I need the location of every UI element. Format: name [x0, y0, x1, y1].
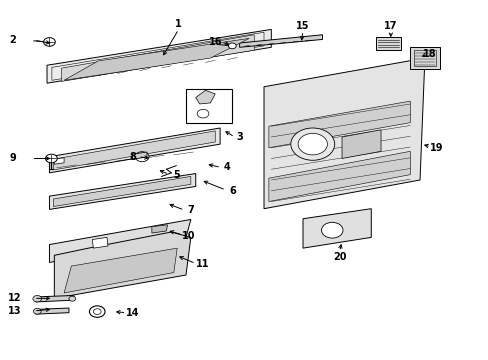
Polygon shape [47, 30, 271, 83]
Text: 14: 14 [125, 308, 139, 318]
Text: 5: 5 [172, 170, 179, 180]
Polygon shape [53, 131, 215, 170]
Circle shape [290, 128, 334, 160]
Circle shape [33, 296, 41, 302]
Polygon shape [341, 130, 380, 158]
Polygon shape [54, 232, 190, 298]
Text: 8: 8 [129, 152, 136, 162]
Polygon shape [64, 39, 249, 80]
Polygon shape [264, 58, 424, 209]
Polygon shape [268, 101, 409, 148]
Polygon shape [49, 220, 190, 262]
Text: 9: 9 [9, 153, 16, 163]
Circle shape [321, 222, 342, 238]
Polygon shape [375, 37, 400, 50]
Polygon shape [268, 151, 409, 202]
Text: 1: 1 [175, 19, 182, 29]
Polygon shape [49, 174, 195, 210]
Text: 6: 6 [228, 186, 235, 196]
Text: 15: 15 [296, 21, 309, 31]
Text: 10: 10 [182, 231, 195, 240]
Polygon shape [53, 176, 190, 207]
Polygon shape [54, 158, 64, 164]
Text: 18: 18 [422, 49, 436, 59]
Text: 20: 20 [332, 252, 346, 262]
Circle shape [197, 109, 208, 118]
Polygon shape [239, 35, 322, 47]
Circle shape [89, 306, 105, 318]
Text: 3: 3 [236, 132, 243, 142]
Bar [185, 89, 232, 123]
Text: 16: 16 [208, 37, 222, 47]
Text: 17: 17 [383, 21, 397, 31]
Circle shape [45, 154, 57, 163]
Circle shape [43, 38, 55, 46]
Text: 12: 12 [8, 293, 21, 303]
Circle shape [69, 296, 76, 301]
Polygon shape [49, 128, 220, 173]
Circle shape [298, 134, 327, 155]
Circle shape [93, 309, 101, 315]
Text: 11: 11 [196, 259, 209, 269]
Polygon shape [195, 90, 215, 104]
Text: 4: 4 [224, 162, 230, 172]
Text: 7: 7 [187, 206, 194, 216]
Polygon shape [152, 225, 167, 233]
Polygon shape [61, 35, 254, 81]
Polygon shape [36, 296, 74, 302]
Polygon shape [303, 209, 370, 248]
Text: 13: 13 [8, 306, 21, 316]
Circle shape [135, 152, 149, 162]
Polygon shape [409, 47, 439, 69]
Polygon shape [64, 248, 177, 293]
Circle shape [33, 309, 41, 314]
Polygon shape [132, 152, 147, 159]
Circle shape [228, 43, 236, 49]
Text: 19: 19 [429, 143, 443, 153]
Polygon shape [92, 237, 108, 248]
Polygon shape [36, 308, 69, 314]
Text: 2: 2 [9, 35, 16, 45]
